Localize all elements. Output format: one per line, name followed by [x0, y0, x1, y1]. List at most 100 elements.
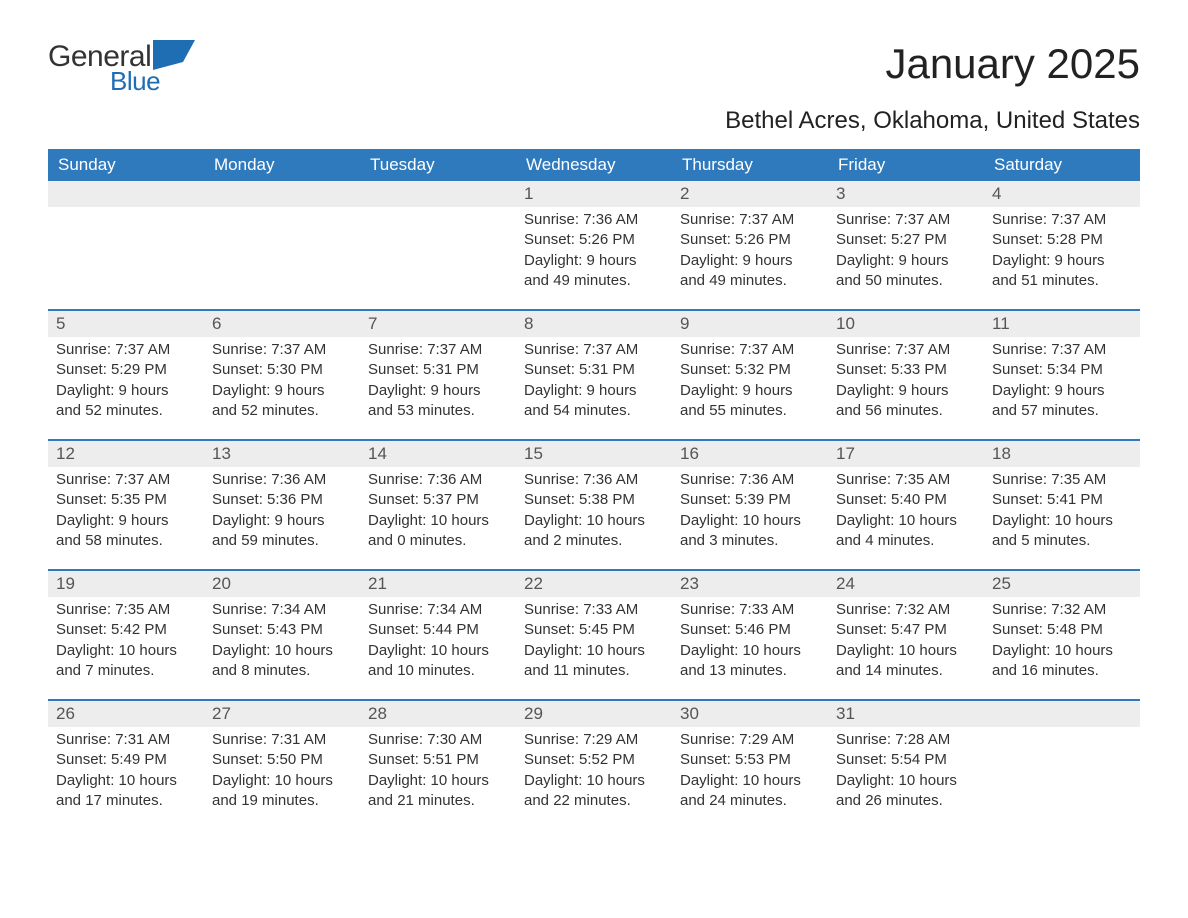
- day-body: Sunrise: 7:34 AMSunset: 5:43 PMDaylight:…: [204, 597, 360, 689]
- day-number: 21: [368, 574, 387, 593]
- day-body: Sunrise: 7:29 AMSunset: 5:52 PMDaylight:…: [516, 727, 672, 819]
- day-number-row: 17: [828, 441, 984, 467]
- day-body: Sunrise: 7:29 AMSunset: 5:53 PMDaylight:…: [672, 727, 828, 819]
- day-cell: 15 Sunrise: 7:36 AMSunset: 5:38 PMDayligh…: [516, 441, 672, 569]
- day-day2: and 0 minutes.: [368, 531, 508, 551]
- day-day1: Daylight: 10 hours: [836, 511, 976, 531]
- day-cell: 10Sunrise: 7:37 AMSunset: 5:33 PMDayligh…: [828, 311, 984, 439]
- day-sunset: Sunset: 5:33 PM: [836, 360, 976, 380]
- day-sunset: Sunset: 5:45 PM: [524, 620, 664, 640]
- day-day1: Daylight: 9 hours: [212, 381, 352, 401]
- week-row: 19 Sunrise: 7:35 AMSunset: 5:42 PMDayligh…: [48, 569, 1140, 699]
- day-body: Sunrise: 7:36 AMSunset: 5:26 PMDaylight:…: [516, 207, 672, 299]
- day-day1: Daylight: 9 hours: [524, 381, 664, 401]
- day-sunrise: Sunrise: 7:37 AM: [56, 340, 196, 360]
- day-cell: 18Sunrise: 7:35 AMSunset: 5:41 PMDayligh…: [984, 441, 1140, 569]
- day-number: 19: [56, 574, 75, 593]
- day-sunset: Sunset: 5:37 PM: [368, 490, 508, 510]
- day-number-row: 9: [672, 311, 828, 337]
- day-sunset: Sunset: 5:35 PM: [56, 490, 196, 510]
- day-sunset: Sunset: 5:44 PM: [368, 620, 508, 640]
- day-day2: and 17 minutes.: [56, 791, 196, 811]
- day-body: Sunrise: 7:36 AMSunset: 5:38 PMDaylight:…: [516, 467, 672, 559]
- day-number: 15: [524, 444, 543, 463]
- week-row: 5Sunrise: 7:37 AMSunset: 5:29 PMDaylight…: [48, 309, 1140, 439]
- day-cell: 2Sunrise: 7:37 AMSunset: 5:26 PMDaylight…: [672, 181, 828, 309]
- day-day1: Daylight: 9 hours: [992, 251, 1132, 271]
- day-sunset: Sunset: 5:39 PM: [680, 490, 820, 510]
- day-header: Monday: [204, 149, 360, 181]
- day-day2: and 5 minutes.: [992, 531, 1132, 551]
- day-day1: Daylight: 10 hours: [836, 641, 976, 661]
- day-day2: and 2 minutes.: [524, 531, 664, 551]
- title-block: January 2025: [885, 40, 1140, 88]
- day-body: Sunrise: 7:36 AMSunset: 5:39 PMDaylight:…: [672, 467, 828, 559]
- day-number-row: 14: [360, 441, 516, 467]
- day-day2: and 52 minutes.: [56, 401, 196, 421]
- day-sunset: Sunset: 5:32 PM: [680, 360, 820, 380]
- day-number: 17: [836, 444, 855, 463]
- day-body: Sunrise: 7:28 AMSunset: 5:54 PMDaylight:…: [828, 727, 984, 819]
- day-sunset: Sunset: 5:34 PM: [992, 360, 1132, 380]
- day-number: 31: [836, 704, 855, 723]
- day-day1: Daylight: 10 hours: [680, 771, 820, 791]
- day-sunset: Sunset: 5:29 PM: [56, 360, 196, 380]
- day-cell: 20 Sunrise: 7:34 AMSunset: 5:43 PMDayligh…: [204, 571, 360, 699]
- day-day1: Daylight: 10 hours: [524, 511, 664, 531]
- day-sunrise: Sunrise: 7:32 AM: [836, 600, 976, 620]
- day-body: Sunrise: 7:35 AMSunset: 5:40 PMDaylight:…: [828, 467, 984, 559]
- day-day1: Daylight: 9 hours: [368, 381, 508, 401]
- day-sunrise: Sunrise: 7:37 AM: [836, 210, 976, 230]
- day-cell: 23Sunrise: 7:33 AMSunset: 5:46 PMDayligh…: [672, 571, 828, 699]
- day-body: Sunrise: 7:36 AMSunset: 5:37 PMDaylight:…: [360, 467, 516, 559]
- day-day1: Daylight: 9 hours: [836, 381, 976, 401]
- day-number-row: [48, 181, 204, 207]
- day-number-row: 25: [984, 571, 1140, 597]
- day-body: Sunrise: 7:35 AMSunset: 5:42 PMDaylight:…: [48, 597, 204, 689]
- day-day1: Daylight: 10 hours: [680, 641, 820, 661]
- day-cell: 24Sunrise: 7:32 AMSunset: 5:47 PMDayligh…: [828, 571, 984, 699]
- day-number-row: 18: [984, 441, 1140, 467]
- day-number: 18: [992, 444, 1011, 463]
- day-cell: 28Sunrise: 7:30 AMSunset: 5:51 PMDayligh…: [360, 701, 516, 829]
- day-cell: [984, 701, 1140, 829]
- day-body: Sunrise: 7:37 AMSunset: 5:35 PMDaylight:…: [48, 467, 204, 559]
- day-number-row: 3: [828, 181, 984, 207]
- day-day1: Daylight: 9 hours: [56, 511, 196, 531]
- day-sunrise: Sunrise: 7:36 AM: [368, 470, 508, 490]
- day-number: 20: [212, 574, 231, 593]
- day-day2: and 11 minutes.: [524, 661, 664, 681]
- day-body: Sunrise: 7:34 AMSunset: 5:44 PMDaylight:…: [360, 597, 516, 689]
- day-number: 26: [56, 704, 75, 723]
- day-sunrise: Sunrise: 7:35 AM: [836, 470, 976, 490]
- day-sunrise: Sunrise: 7:37 AM: [680, 340, 820, 360]
- day-number: 7: [368, 314, 377, 333]
- day-body: Sunrise: 7:32 AMSunset: 5:47 PMDaylight:…: [828, 597, 984, 689]
- day-sunrise: Sunrise: 7:37 AM: [524, 340, 664, 360]
- day-day1: Daylight: 10 hours: [368, 771, 508, 791]
- day-body: Sunrise: 7:37 AMSunset: 5:29 PMDaylight:…: [48, 337, 204, 429]
- day-body: Sunrise: 7:31 AMSunset: 5:49 PMDaylight:…: [48, 727, 204, 819]
- day-cell: 3Sunrise: 7:37 AMSunset: 5:27 PMDaylight…: [828, 181, 984, 309]
- day-sunset: Sunset: 5:41 PM: [992, 490, 1132, 510]
- day-body: Sunrise: 7:37 AMSunset: 5:34 PMDaylight:…: [984, 337, 1140, 429]
- day-number-row: 8: [516, 311, 672, 337]
- day-day2: and 21 minutes.: [368, 791, 508, 811]
- day-sunrise: Sunrise: 7:37 AM: [992, 210, 1132, 230]
- header: General Blue January 2025: [48, 40, 1140, 97]
- day-cell: 16Sunrise: 7:36 AMSunset: 5:39 PMDayligh…: [672, 441, 828, 569]
- day-cell: [360, 181, 516, 309]
- day-number: 12: [56, 444, 75, 463]
- day-header: Thursday: [672, 149, 828, 181]
- day-sunset: Sunset: 5:28 PM: [992, 230, 1132, 250]
- day-number: 13: [212, 444, 231, 463]
- day-number-row: 19: [48, 571, 204, 597]
- day-number-row: 5: [48, 311, 204, 337]
- day-day2: and 4 minutes.: [836, 531, 976, 551]
- day-header: Tuesday: [360, 149, 516, 181]
- day-sunrise: Sunrise: 7:29 AM: [680, 730, 820, 750]
- day-sunrise: Sunrise: 7:37 AM: [368, 340, 508, 360]
- page-title: January 2025: [885, 40, 1140, 88]
- day-sunset: Sunset: 5:36 PM: [212, 490, 352, 510]
- day-body: Sunrise: 7:33 AMSunset: 5:45 PMDaylight:…: [516, 597, 672, 689]
